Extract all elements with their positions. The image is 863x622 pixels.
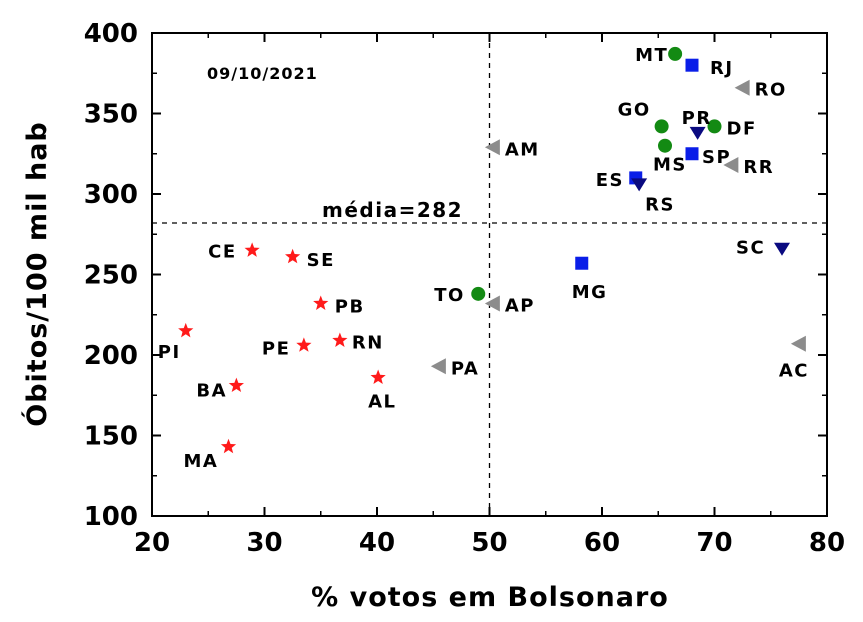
marker-to [471,286,486,301]
x-tick-label: 20 [134,528,170,558]
date-annotation: 09/10/2021 [207,64,318,83]
label-go: GO [618,99,651,120]
label-se: SE [307,250,335,271]
marker-pa [430,358,446,375]
y-tick-label: 200 [84,341,138,371]
label-pi: PI [158,342,181,363]
mean-line-label: média=282 [322,198,463,222]
marker-rn [332,332,348,347]
data-points [178,46,806,454]
marker-rj [685,58,699,72]
label-ap: AP [505,295,535,316]
label-to: TO [434,285,465,306]
label-rj: RJ [710,58,734,79]
label-es: ES [596,170,624,191]
label-rs: RS [645,194,675,215]
y-tick-label: 400 [84,19,138,49]
tick-labels: 20 30 40 50 60 70 80 100 150 200 250 300 350 400 [84,19,845,558]
marker-ac [790,335,806,352]
label-ba: BA [196,381,227,402]
label-sp: SP [702,147,731,168]
x-tick-label: 50 [471,528,507,558]
label-ms: MS [653,155,687,176]
marker-ap [484,295,500,312]
y-tick-label: 150 [84,422,138,452]
x-axis-title: % votos em Bolsonaro [311,582,669,613]
label-pa: PA [451,358,479,379]
marker-ro [734,79,750,96]
marker-pr [689,126,706,140]
marker-al [370,369,386,385]
marker-ba [228,377,244,393]
marker-pb [313,295,329,310]
y-axis-title: Óbitos/100 mil hab [21,121,53,427]
y-tick-label: 300 [84,180,138,210]
label-ma: MA [184,451,219,472]
label-sc: SC [736,238,765,259]
label-pr: PR [682,108,712,129]
label-pb: PB [335,296,365,317]
marker-se [285,248,301,264]
label-ce: CE [208,241,237,262]
label-rn: RN [352,333,384,354]
label-mg: MG [572,282,608,303]
label-ac: AC [779,361,809,382]
y-tick-label: 350 [84,100,138,130]
label-ro: RO [755,80,787,101]
label-rr: RR [743,157,774,178]
reference-lines [152,33,827,516]
x-tick-label: 30 [246,528,282,558]
label-al: AL [368,392,396,413]
marker-pe [296,337,312,352]
marker-sp [685,147,699,161]
marker-ms [658,138,672,153]
y-tick-label: 100 [84,502,138,532]
y-tick-label: 250 [84,261,138,291]
point-labels: MT RJ RO GO PR DF MS SP RR ES RS AM SC MG TO AP AC PA CE SE… [158,45,809,472]
marker-ma [220,438,237,454]
x-tick-label: 70 [696,528,732,558]
label-pe: PE [262,338,291,359]
marker-pi [178,322,194,338]
label-am: AM [505,139,540,160]
marker-go [654,119,669,134]
marker-am [484,139,500,156]
marker-rs [631,178,648,192]
label-mt: MT [635,45,668,66]
x-tick-label: 60 [584,528,620,558]
marker-rr [723,157,739,174]
marker-mt [668,46,683,61]
x-tick-label: 80 [809,528,845,558]
x-tick-label: 40 [359,528,395,558]
marker-sc [774,242,790,256]
marker-ce [244,242,260,257]
marker-mg [575,256,589,270]
marker-df [707,119,722,134]
label-df: DF [727,118,757,139]
